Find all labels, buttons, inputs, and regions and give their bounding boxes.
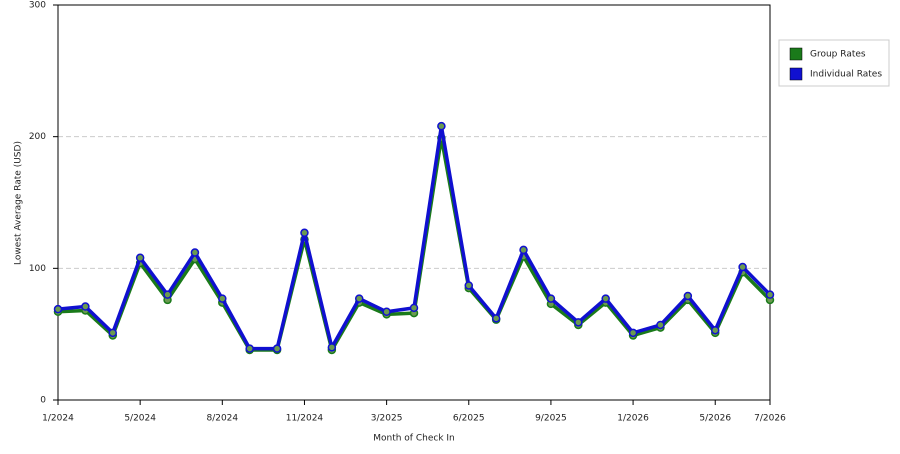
x-tick-label: 5/2026: [699, 414, 731, 424]
y-tick-label: 0: [40, 396, 46, 406]
legend-swatch: [789, 67, 803, 81]
point: [519, 245, 528, 255]
point: [546, 294, 556, 303]
point: [245, 344, 254, 353]
point: [135, 253, 145, 263]
x-tick-label: 3/2025: [371, 414, 403, 424]
point: [738, 262, 747, 272]
point: [574, 318, 583, 327]
x-tick-label: 11/2024: [286, 414, 324, 424]
point: [710, 325, 720, 335]
point: [409, 303, 419, 313]
point: [327, 343, 337, 352]
point: [683, 291, 693, 301]
point: [300, 228, 309, 238]
point: [272, 344, 282, 353]
x-axis-label: Month of Check In: [373, 434, 455, 444]
point: [81, 302, 90, 311]
y-tick-label: 200: [29, 132, 46, 142]
x-tick-label: 9/2025: [535, 414, 567, 424]
x-tick-label: 7/2026: [754, 414, 786, 424]
y-axis-label: Lowest Average Rate (USD): [14, 141, 24, 265]
y-tick-label: 300: [29, 1, 46, 11]
x-tick-label: 6/2025: [453, 414, 485, 424]
point: [601, 294, 610, 303]
point: [656, 320, 665, 330]
x-tick-label: 8/2024: [206, 414, 238, 424]
series-line: [57, 136, 772, 352]
point: [491, 314, 501, 323]
point: [464, 281, 474, 290]
y-tick-label: 100: [29, 264, 46, 274]
point: [53, 304, 63, 314]
point: [108, 328, 118, 338]
legend-label: Individual Rates: [810, 70, 882, 80]
point: [163, 290, 172, 299]
plot-frame: [57, 4, 771, 401]
x-tick-label: 1/2026: [617, 414, 649, 424]
legend-swatch: [789, 47, 803, 61]
point: [765, 290, 775, 299]
x-tick-label: 5/2024: [124, 414, 156, 424]
point: [628, 328, 638, 338]
point: [437, 121, 446, 131]
x-tick-label: 1/2024: [42, 414, 74, 424]
point: [190, 248, 200, 257]
point: [218, 294, 227, 303]
legend-label: Group Rates: [810, 50, 866, 60]
point: [354, 294, 364, 303]
point: [382, 307, 391, 317]
